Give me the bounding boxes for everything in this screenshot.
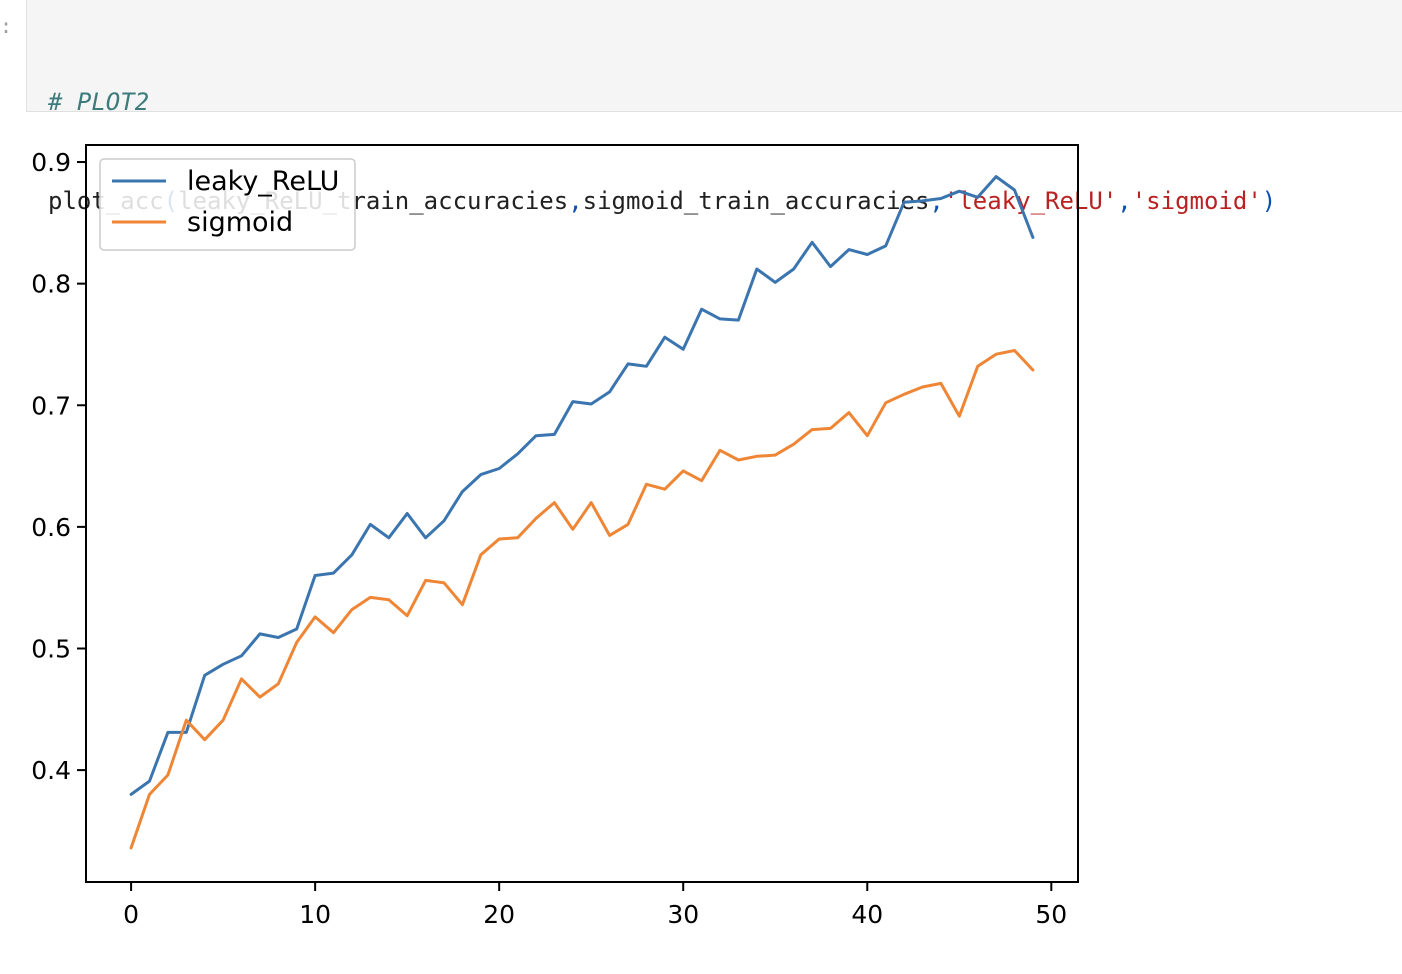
y-tick-label: 0.6 [31,513,71,542]
close-paren: ) [1261,187,1277,215]
series-layer [129,175,1035,850]
y-tick-label: 0.4 [31,756,71,785]
code-cell[interactable]: # PLOT2 plot_acc(leaky_ReLU_train_accura… [26,0,1402,215]
y-tick-label: 0.7 [31,391,71,420]
x-tick-label: 20 [483,900,515,929]
y-tick-label: 0.9 [31,148,71,177]
plot-frame [85,144,1079,883]
comma: , [929,187,944,215]
series-line-leaky-relu [129,175,1035,796]
x-tick-label: 0 [123,900,139,929]
cell-prompt-marker: : [0,14,13,38]
arg-sigmoid-label: 'sigmoid' [1131,187,1262,215]
x-tick-label: 40 [851,900,883,929]
y-axis: 0.4 0.5 0.6 0.7 0.8 0.9 [31,148,86,785]
x-tick-label: 50 [1035,900,1067,929]
comma: , [1117,187,1132,215]
line-chart: 0 10 20 30 40 50 0.4 0.5 0.6 0.7 0.8 0.9 leaky_ReL… [31,144,1079,929]
y-tick-label: 0.8 [31,270,71,299]
x-axis: 0 10 20 30 40 50 [123,882,1067,929]
arg-leaky-relu-label: 'leaky_ReLU' [943,187,1118,215]
x-tick-label: 30 [667,900,699,929]
comma: , [568,187,583,215]
legend-label-sigmoid: sigmoid [187,207,293,238]
series-line-sigmoid [129,349,1035,850]
x-tick-label: 10 [299,900,331,929]
code-comment: # PLOT2 [48,88,150,116]
cell-output: 0 10 20 30 40 50 0.4 0.5 0.6 0.7 0.8 0.9 leaky_ReL… [0,120,1402,970]
legend-label-leaky-relu: leaky_ReLU [187,166,339,197]
y-tick-label: 0.5 [31,634,71,663]
arg-sigmoid-accuracies: sigmoid_train_accuracies [582,187,930,215]
